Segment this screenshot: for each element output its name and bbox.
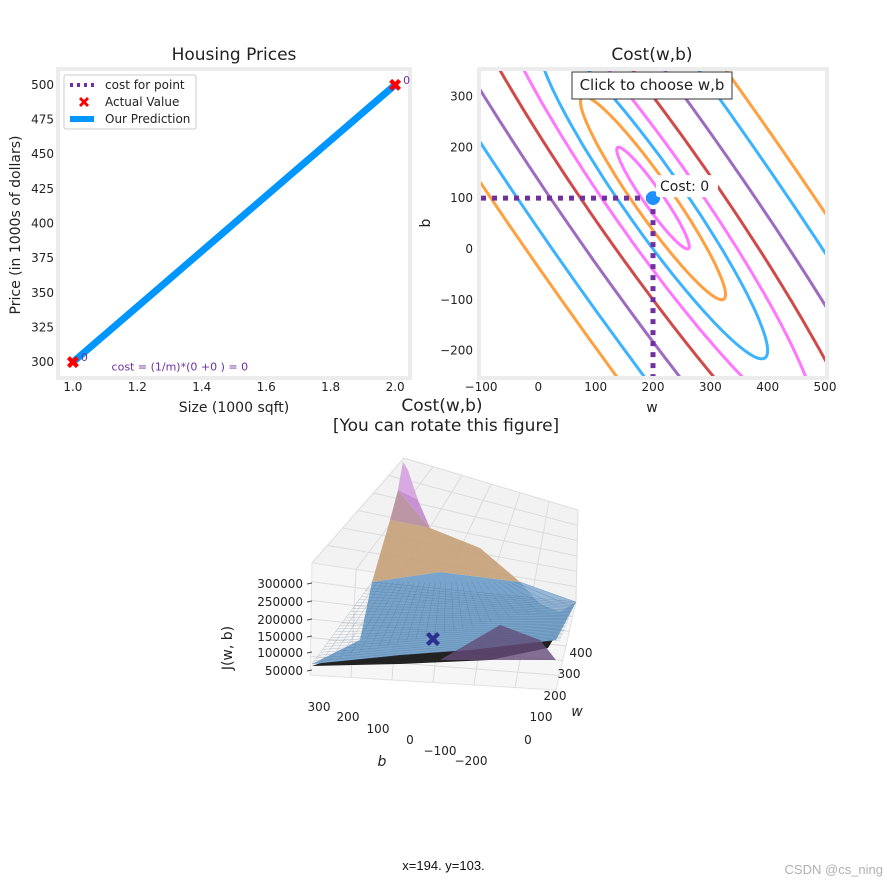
plot1-ytick: 300 [31,355,54,369]
choose-wb-button[interactable]: Click to choose w,b [571,71,733,100]
cost-contour-plot[interactable]: Cost(w,b) w b −100 0 100 200 300 400 500 −200−… [140,0,887,885]
plot3-title: Cost(w,b) [401,396,482,416]
plot2-xtick: 400 [756,380,779,394]
plot2-ytick: 200 [450,140,473,154]
plot2-ylabel: b [418,218,434,227]
surface-z-tickmark [306,651,313,654]
contour-line [579,94,727,302]
plot2-xtick: 300 [699,380,722,394]
cost-surface-plot[interactable]: Cost(w,b) [You can rotate this figure] 5… [220,396,592,770]
legend-cost-label: cost for point [105,78,185,92]
plot2-xtick: 100 [584,380,607,394]
actual-value-point [66,356,79,369]
plot1-ytick: 500 [31,78,54,92]
plot1-ytick: 425 [31,182,54,196]
surface-z-tickmark [306,618,313,621]
plot1-ytick: 350 [31,286,54,300]
cursor-coordinates: x=194. y=103. [402,858,485,873]
plot2-xlabel: w [646,400,657,416]
cost-annotation-text: Cost: 0 [660,179,709,195]
surface-w-tick: 100 [530,710,553,724]
surface-z-tick: 200000 [257,613,303,627]
surface-z-tickmark [306,635,313,638]
plot2-frame [477,67,829,380]
plot1-xtick: 1.4 [192,380,211,394]
housing-prices-plot: Housing Prices Size (1000 sqft) Price (i… [8,45,412,416]
choose-wb-label: Click to choose w,b [580,76,725,94]
plot1-ytick: 375 [31,251,54,265]
surface-w-tick: 300 [558,667,581,681]
plot1-legend: cost for point Actual Value Our Predicti… [63,74,197,130]
plot1-xtick: 1.0 [63,380,82,394]
plot1-title: Housing Prices [172,45,297,65]
actual-value-point [389,78,402,91]
plot2-xtick: 200 [642,380,665,394]
legend-prediction-label: Our Prediction [105,112,190,126]
legend-actual-swatch [79,97,89,107]
point-cost-label: 0 [81,351,88,364]
plot1-xtick: 1.8 [321,380,340,394]
legend-actual-label: Actual Value [105,95,179,109]
plot2-ytick: 300 [450,89,473,103]
plot1-xtick: 2.0 [386,380,405,394]
contour-line [481,71,825,376]
surface-z-tick: 50000 [265,664,303,678]
plot3-blabel: b [378,754,387,770]
surface-minimum-marker [426,632,440,646]
plot3-subtitle: [You can rotate this figure] [333,416,559,436]
surface-z-tick: 150000 [257,630,303,644]
plot1-ytick: 400 [31,217,54,231]
point-cost-label: 0 [403,74,410,87]
surface-w-tick: 0 [524,733,532,747]
plot2-ytick: −200 [440,344,473,358]
surface-z-tickmark [306,582,313,585]
contour-line [498,71,825,376]
surface-z-tickmark [306,669,313,672]
legend-box [63,74,197,130]
contour-line [481,71,825,376]
contour-line [543,71,770,361]
prediction-line [70,82,398,365]
contour-line [615,145,691,251]
surface-b-tick: 0 [406,733,414,747]
surface-b-tick: −100 [424,744,457,758]
plot1-ytick: 450 [31,147,54,161]
plot1-ytick: 325 [31,320,54,334]
surface-mesh [311,581,577,665]
plot2-ytick: 0 [465,242,473,256]
contour-line [522,71,807,376]
cost-annotation: Cost: 0 [656,175,718,198]
surface-b-tick: 200 [337,710,360,724]
plot1-xlabel: Size (1000 sqft) [179,400,290,416]
surface-z-tick: 250000 [257,595,303,609]
surface-w-tick: 200 [544,689,567,703]
plot3-zlabel: J(w, b) [220,626,236,671]
plot1-ytick: 475 [31,113,54,127]
plot2-ytick: 100 [450,191,473,205]
plot1-ylabel: Price (in 1000s of dollars) [8,136,24,315]
plot2-xtick: 500 [814,380,837,394]
surface-z-tick: 300000 [257,577,303,591]
plot2-xtick: −100 [465,380,498,394]
surface-b-tick: −200 [455,754,488,768]
surface-b-tick: 100 [367,722,390,736]
cost-formula-text: cost = (1/m)*(0 +0 ) = 0 [112,360,249,373]
plot2-xtick: 0 [535,380,543,394]
cost-surface [312,462,576,666]
plot1-frame [56,67,412,380]
surface-b-tick: 300 [308,700,331,714]
surface-w-tick: 400 [570,646,593,660]
surface-z-tickmark [306,600,313,603]
contour-line [481,71,825,376]
watermark: CSDN @cs_ning [784,862,883,877]
plot3-wlabel: w [571,704,583,720]
plot1-xtick: 1.2 [128,380,147,394]
surface-z-tick: 100000 [257,646,303,660]
plot2-title: Cost(w,b) [611,45,692,65]
plot2-ytick: −100 [440,293,473,307]
plot1-xtick: 1.6 [257,380,276,394]
